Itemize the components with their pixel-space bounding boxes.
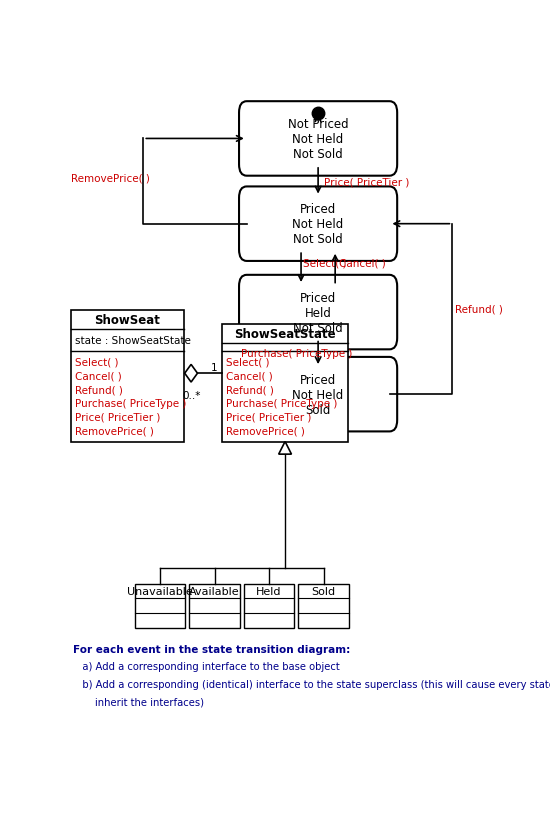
Text: ShowSeat: ShowSeat: [95, 314, 160, 327]
Polygon shape: [185, 365, 197, 382]
Text: Select( ): Select( ): [227, 357, 270, 367]
Text: For each event in the state transition diagram:: For each event in the state transition d…: [73, 644, 350, 654]
Text: a) Add a corresponding interface to the base object: a) Add a corresponding interface to the …: [73, 662, 340, 672]
Text: Price( PriceTier ): Price( PriceTier ): [324, 177, 410, 187]
Text: Unavailable: Unavailable: [127, 586, 193, 596]
Text: Refund( ): Refund( ): [75, 385, 123, 395]
Text: ShowSeatState: ShowSeatState: [234, 328, 336, 341]
Text: Refund( ): Refund( ): [454, 305, 502, 314]
Bar: [222, 324, 348, 442]
Bar: [299, 584, 349, 628]
FancyBboxPatch shape: [239, 102, 397, 176]
Bar: [71, 310, 184, 442]
Text: Purchase( PriceType ): Purchase( PriceType ): [241, 349, 353, 359]
Text: Priced
Held
Not Sold: Priced Held Not Sold: [293, 292, 343, 334]
Text: RemovePrice( ): RemovePrice( ): [227, 426, 305, 437]
Text: RemovePrice( ): RemovePrice( ): [75, 426, 154, 437]
FancyBboxPatch shape: [239, 275, 397, 350]
Text: Select( ): Select( ): [303, 259, 346, 269]
Text: Sold: Sold: [312, 586, 336, 596]
Text: b) Add a corresponding (identical) interface to the state superclass (this will : b) Add a corresponding (identical) inter…: [73, 679, 550, 689]
Text: Purchase( PriceType ): Purchase( PriceType ): [227, 399, 338, 409]
Text: 0..*: 0..*: [182, 390, 200, 400]
Text: Purchase( PriceType ): Purchase( PriceType ): [75, 399, 186, 409]
Text: RemovePrice( ): RemovePrice( ): [71, 174, 150, 183]
Text: Held: Held: [256, 586, 282, 596]
Text: Available: Available: [189, 586, 240, 596]
Text: Refund( ): Refund( ): [227, 385, 274, 395]
Bar: [244, 584, 294, 628]
Text: Select( ): Select( ): [75, 357, 119, 367]
Text: 1: 1: [211, 363, 218, 373]
Text: state : ShowSeatState: state : ShowSeatState: [75, 336, 191, 346]
FancyBboxPatch shape: [239, 357, 397, 432]
Text: Cancel( ): Cancel( ): [339, 259, 386, 269]
Text: Cancel( ): Cancel( ): [227, 371, 273, 381]
Text: Priced
Not Held
Sold: Priced Not Held Sold: [293, 373, 344, 416]
Text: Priced
Not Held
Not Sold: Priced Not Held Not Sold: [293, 203, 344, 246]
Text: Price( PriceTier ): Price( PriceTier ): [75, 413, 161, 423]
Bar: [189, 584, 240, 628]
Bar: [135, 584, 185, 628]
Text: Not Priced
Not Held
Not Sold: Not Priced Not Held Not Sold: [288, 118, 348, 161]
Text: Cancel( ): Cancel( ): [75, 371, 122, 381]
FancyBboxPatch shape: [239, 188, 397, 261]
Polygon shape: [279, 442, 292, 455]
Text: inherit the interfaces): inherit the interfaces): [73, 697, 204, 707]
Text: Price( PriceTier ): Price( PriceTier ): [227, 413, 312, 423]
